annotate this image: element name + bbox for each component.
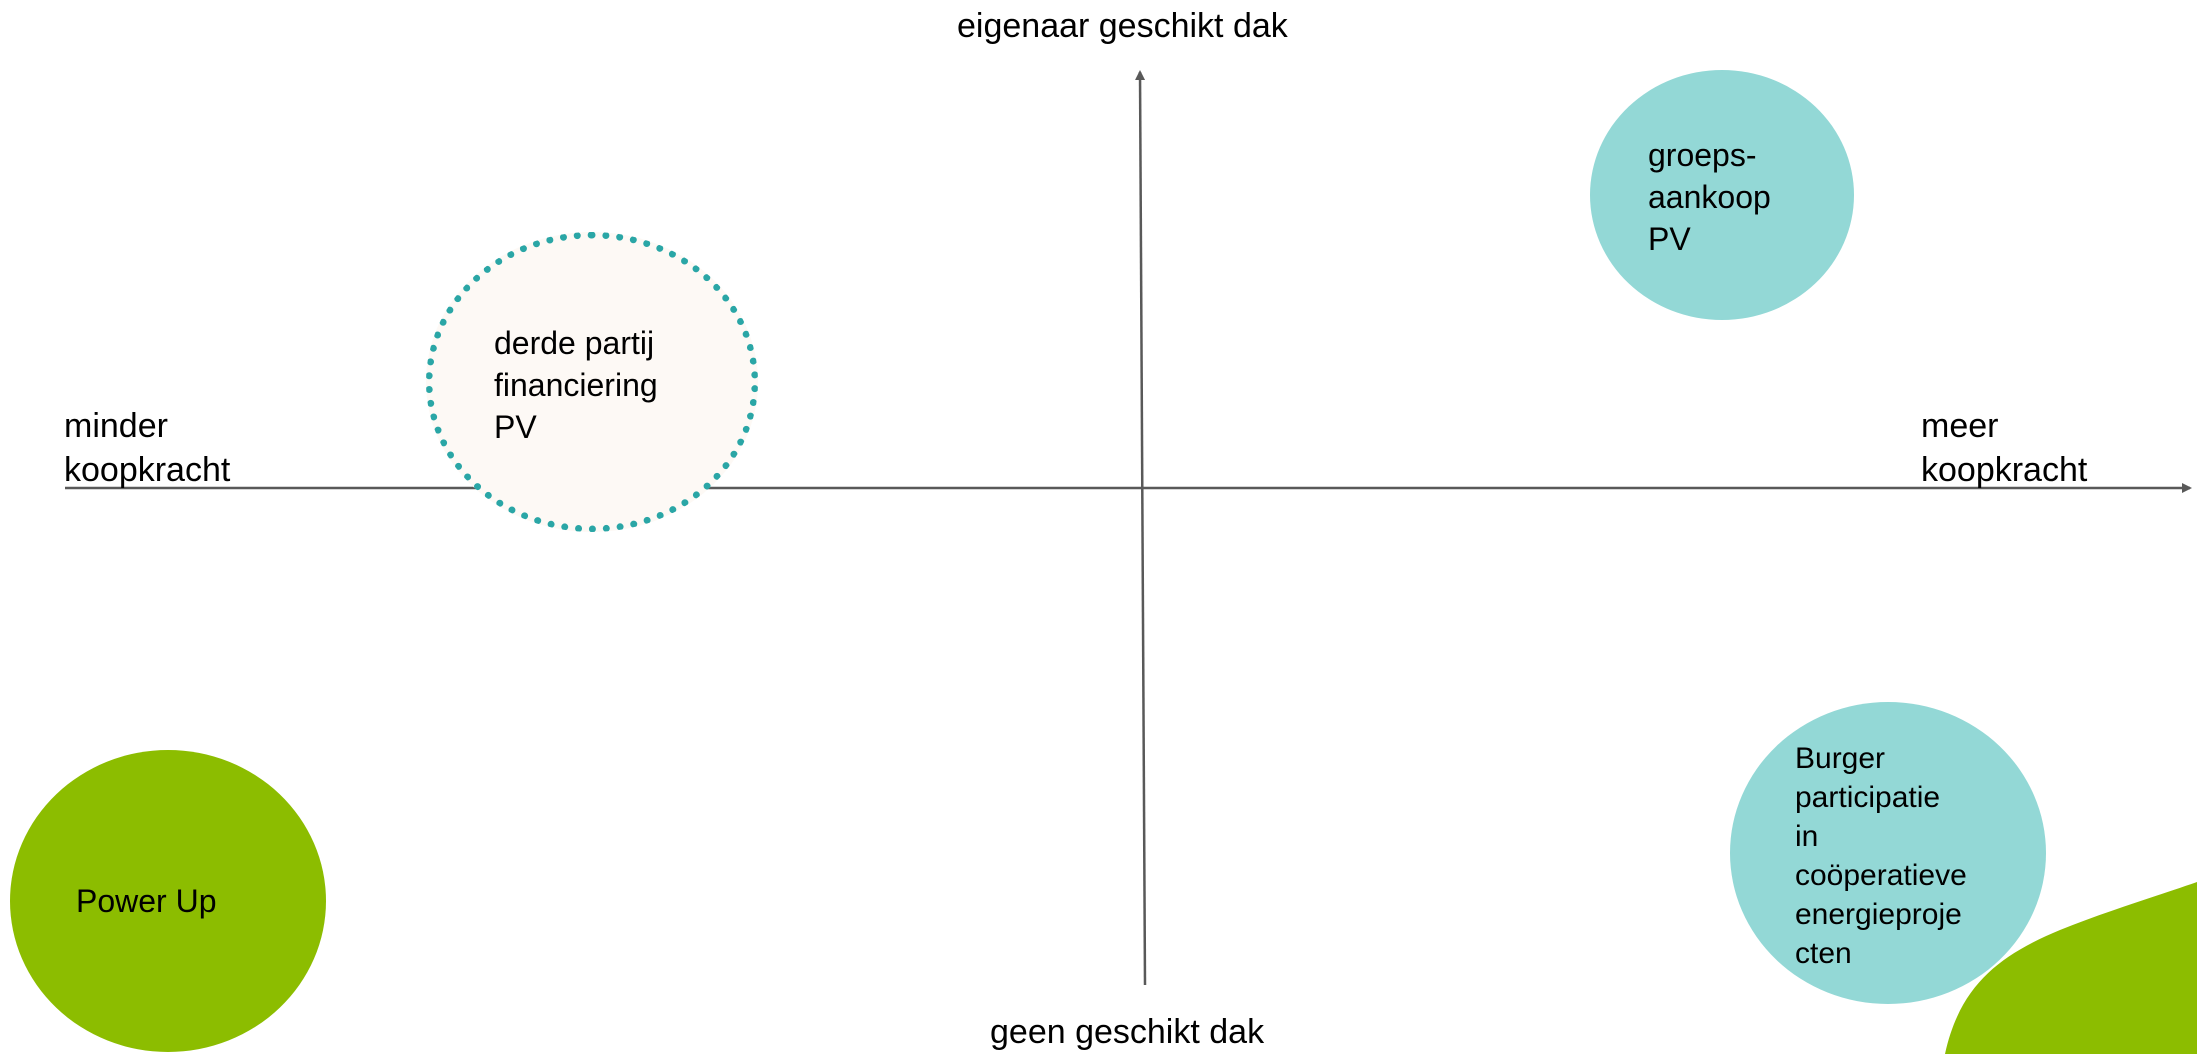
axis-label-left-line: koopkracht	[64, 451, 231, 489]
circle-text-line: PV	[1648, 221, 1691, 257]
circle-group-purchase-label: groeps- aankoop PV	[1648, 134, 1771, 260]
vertical-axis	[1135, 70, 1147, 986]
circle-text-line: cten	[1795, 937, 1852, 970]
circle-text-line: PV	[494, 409, 537, 445]
circle-power-up	[10, 750, 326, 1052]
circle-group-purchase	[1590, 70, 1854, 320]
circle-third-party-financing-label: derde partij financiering PV	[494, 322, 658, 448]
circle-text-line: participatie	[1795, 781, 1941, 814]
axis-label-right: meer koopkracht	[1921, 404, 2087, 492]
circle-text-line: aankoop	[1648, 179, 1771, 215]
axis-label-right-line: meer	[1921, 407, 1999, 445]
axis-label-left: minder koopkracht	[64, 404, 230, 492]
circle-citizen-participation-label: Burger participatie in coöperatieve ener…	[1795, 739, 1967, 973]
axis-label-top: eigenaar geschikt dak	[957, 7, 1288, 45]
circle-text-line: coöperatieve	[1795, 859, 1967, 892]
circle-citizen-participation	[1730, 702, 2046, 1004]
corner-leaf-shape	[1945, 882, 2197, 1054]
circle-text-line: in	[1795, 820, 1819, 853]
circle-text-line: financiering	[494, 367, 658, 403]
circle-text-line: energieproje	[1795, 898, 1962, 931]
circle-third-party-financing	[426, 232, 758, 532]
axis-label-left-line: minder	[64, 407, 168, 445]
circle-text-line: groeps-	[1648, 137, 1757, 173]
axis-label-bottom: geen geschikt dak	[990, 1013, 1265, 1051]
circle-text-line: Burger	[1795, 742, 1886, 775]
axis-label-right-line: koopkracht	[1921, 451, 2088, 489]
circle-power-up-label: Power Up	[76, 883, 217, 919]
circle-text-line: derde partij	[494, 325, 655, 361]
